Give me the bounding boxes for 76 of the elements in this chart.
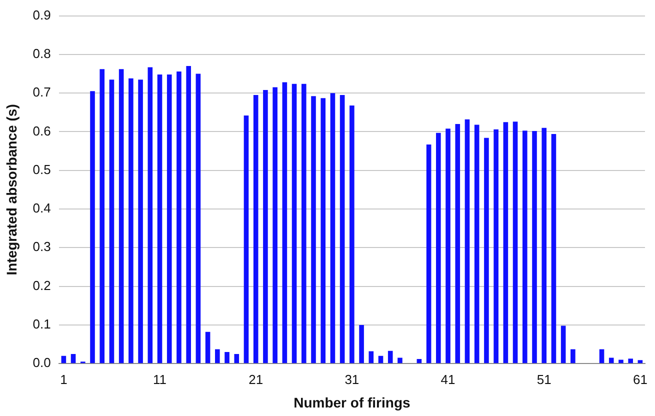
bar [628,358,633,364]
bar [436,132,441,364]
bar [138,80,143,364]
bar [542,128,547,364]
bar [512,122,518,364]
bar [446,128,450,364]
y-tick-label: 0.9 [32,7,51,22]
bar [522,130,528,364]
bar [494,129,498,364]
y-tick-label: 0.7 [32,84,51,100]
bar [426,144,432,364]
bar [570,349,576,364]
bar [234,354,240,364]
bar [244,116,249,364]
bar [455,124,460,364]
bar [340,95,345,364]
bar [100,69,105,364]
bar [320,98,326,364]
y-tick-label: 0.2 [32,278,51,293]
x-tick-label: 31 [344,372,360,387]
bar [551,134,556,364]
bar [263,90,268,364]
bar [205,332,210,364]
bar [330,93,336,364]
y-tick-label: 0.3 [32,239,51,254]
bar [484,138,489,364]
bar [70,354,76,364]
bar [378,356,384,364]
bar [272,87,278,364]
x-tick-label: 11 [153,372,167,387]
bar [61,356,66,364]
bar [90,91,95,364]
bar [166,74,172,364]
y-tick-label: 0.5 [32,162,51,177]
x-tick-label: 1 [60,372,68,387]
y-tick-label: 0.4 [32,200,51,216]
bar [311,96,316,364]
x-tick-label: 21 [248,372,264,387]
bar [292,84,297,364]
y-tick-label: 0.8 [32,46,51,62]
bar [301,84,306,364]
bar [638,360,643,364]
bar [618,360,624,364]
y-tick-label: 0.1 [32,316,51,332]
bar [224,352,230,364]
bar [148,67,153,364]
y-axis-title: Integrated absorbance (s) [3,104,20,276]
bar [176,71,182,364]
bar [359,324,364,364]
bar [368,351,374,364]
x-tick-label: 61 [632,372,648,387]
bar [215,349,220,364]
bar [196,74,201,364]
bar [532,130,537,364]
bar [464,119,470,364]
bar [186,66,191,364]
x-tick-label: 41 [440,372,456,387]
bar [118,69,124,364]
bar [608,358,614,364]
bar [388,350,393,364]
bar [109,80,114,364]
bar [503,122,508,364]
y-tick-label: 0.0 [32,355,51,370]
y-tick-label: 0.6 [32,123,51,138]
bar [157,74,162,364]
x-tick-label: 51 [536,372,552,387]
bar [350,105,354,364]
bar [560,326,566,364]
bar [474,124,480,364]
bar [282,82,288,364]
bar [398,358,402,364]
bar [128,78,134,364]
bar [253,95,258,364]
bar [599,349,604,364]
x-axis-title: Number of firings [294,394,410,410]
bar [416,358,422,364]
